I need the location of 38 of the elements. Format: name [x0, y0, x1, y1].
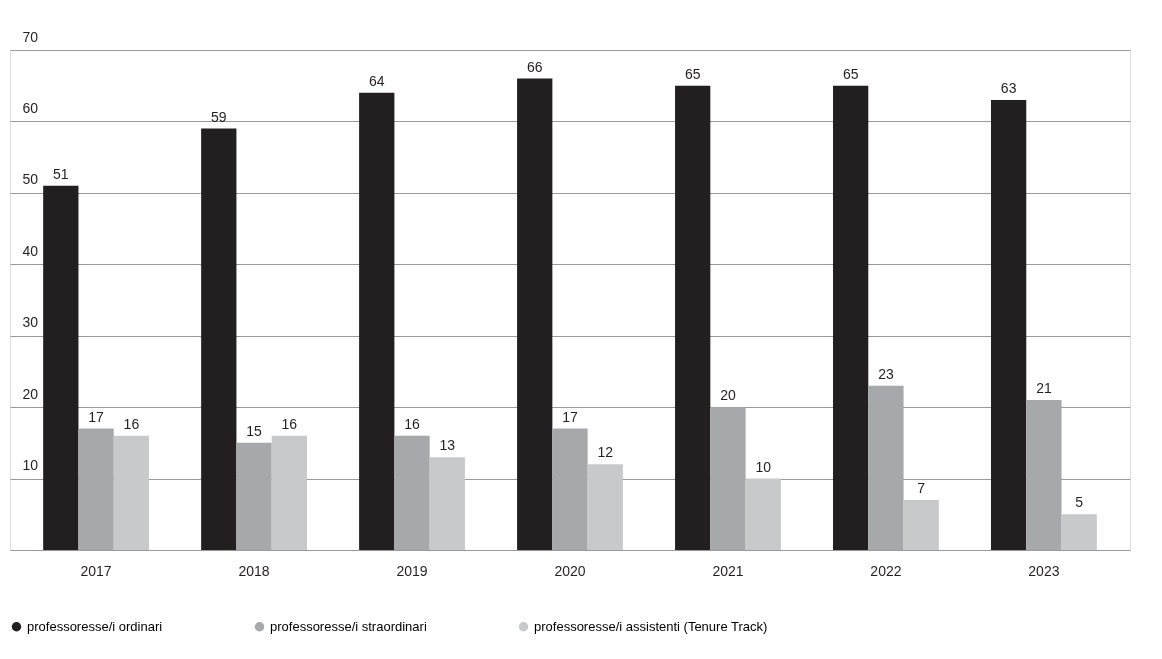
x-tick-label: 2017: [80, 562, 112, 579]
y-tick-label: 50: [22, 171, 39, 188]
data-label: 66: [526, 58, 543, 75]
data-label: 23: [878, 365, 894, 382]
data-label: 16: [404, 415, 421, 432]
data-label: 59: [210, 108, 227, 125]
y-tick-label: 20: [22, 385, 39, 402]
data-label: 7: [917, 480, 926, 496]
legend-label: professoresse/i ordinari: [27, 618, 163, 634]
y-tick-label: 10: [22, 457, 39, 474]
data-label: 10: [755, 458, 772, 475]
data-label: 21: [1036, 380, 1052, 396]
data-label: 64: [368, 72, 385, 89]
y-tick-label: 40: [22, 242, 39, 259]
data-label: 16: [281, 415, 298, 432]
data-label: 17: [562, 408, 578, 425]
data-label: 20: [720, 387, 736, 404]
data-label: 5: [1075, 494, 1084, 511]
data-label: 15: [246, 422, 263, 439]
y-tick-label: 60: [22, 99, 39, 116]
data-label: 12: [597, 444, 614, 461]
data-label: 17: [88, 408, 105, 425]
x-tick-label: 2021: [712, 562, 744, 579]
legend-label: professoresse/i assistenti (Tenure Track): [534, 618, 768, 634]
data-label: 65: [684, 65, 701, 82]
x-tick-label: 2019: [396, 562, 428, 579]
x-tick-label: 2023: [1028, 562, 1060, 579]
y-tick-label: 70: [22, 28, 39, 45]
y-tick-label: 30: [22, 314, 39, 331]
x-tick-label: 2018: [238, 562, 270, 579]
x-tick-label: 2022: [870, 562, 902, 579]
legend-label: professoresse/i straordinari: [270, 618, 427, 634]
x-tick-label: 2020: [554, 562, 586, 579]
data-label: 65: [842, 65, 859, 82]
data-label: 51: [53, 165, 69, 182]
data-label: 13: [439, 437, 456, 454]
data-label: 63: [1000, 80, 1017, 96]
data-label: 16: [123, 415, 140, 432]
